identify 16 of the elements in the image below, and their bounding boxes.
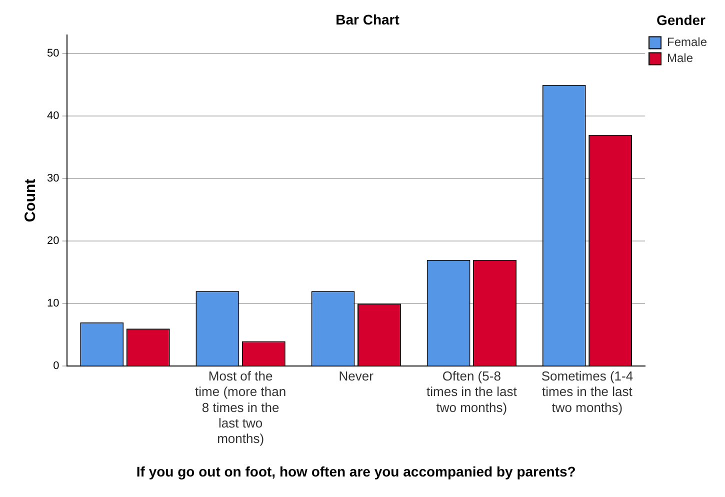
x-tick-label: Never (338, 368, 374, 384)
y-axis-title: Count (22, 178, 40, 222)
y-tick-label: 40 (46, 110, 60, 122)
y-tick-label: 30 (46, 172, 60, 185)
y-tick-label: 20 (46, 235, 60, 248)
x-tick-label: Sometimes (1-4 times in the last two months) (541, 368, 634, 415)
x-tick-label: Often (5-8 times in the last two months) (426, 368, 518, 415)
y-tick-label: 10 (46, 298, 60, 310)
y-tick-label: 50 (46, 48, 60, 60)
x-tick-label: Most of the time (more than 8 times in the last two months) (195, 368, 286, 446)
y-tick-label: 0 (53, 360, 60, 372)
legend-label: Male (666, 51, 694, 66)
legend-label: Female (666, 35, 708, 50)
legend-title: Gender (656, 12, 706, 28)
chart-title: Bar Chart (336, 11, 400, 28)
x-axis-title: If you go out on foot, how often are you accompanied by parents? (136, 463, 576, 480)
